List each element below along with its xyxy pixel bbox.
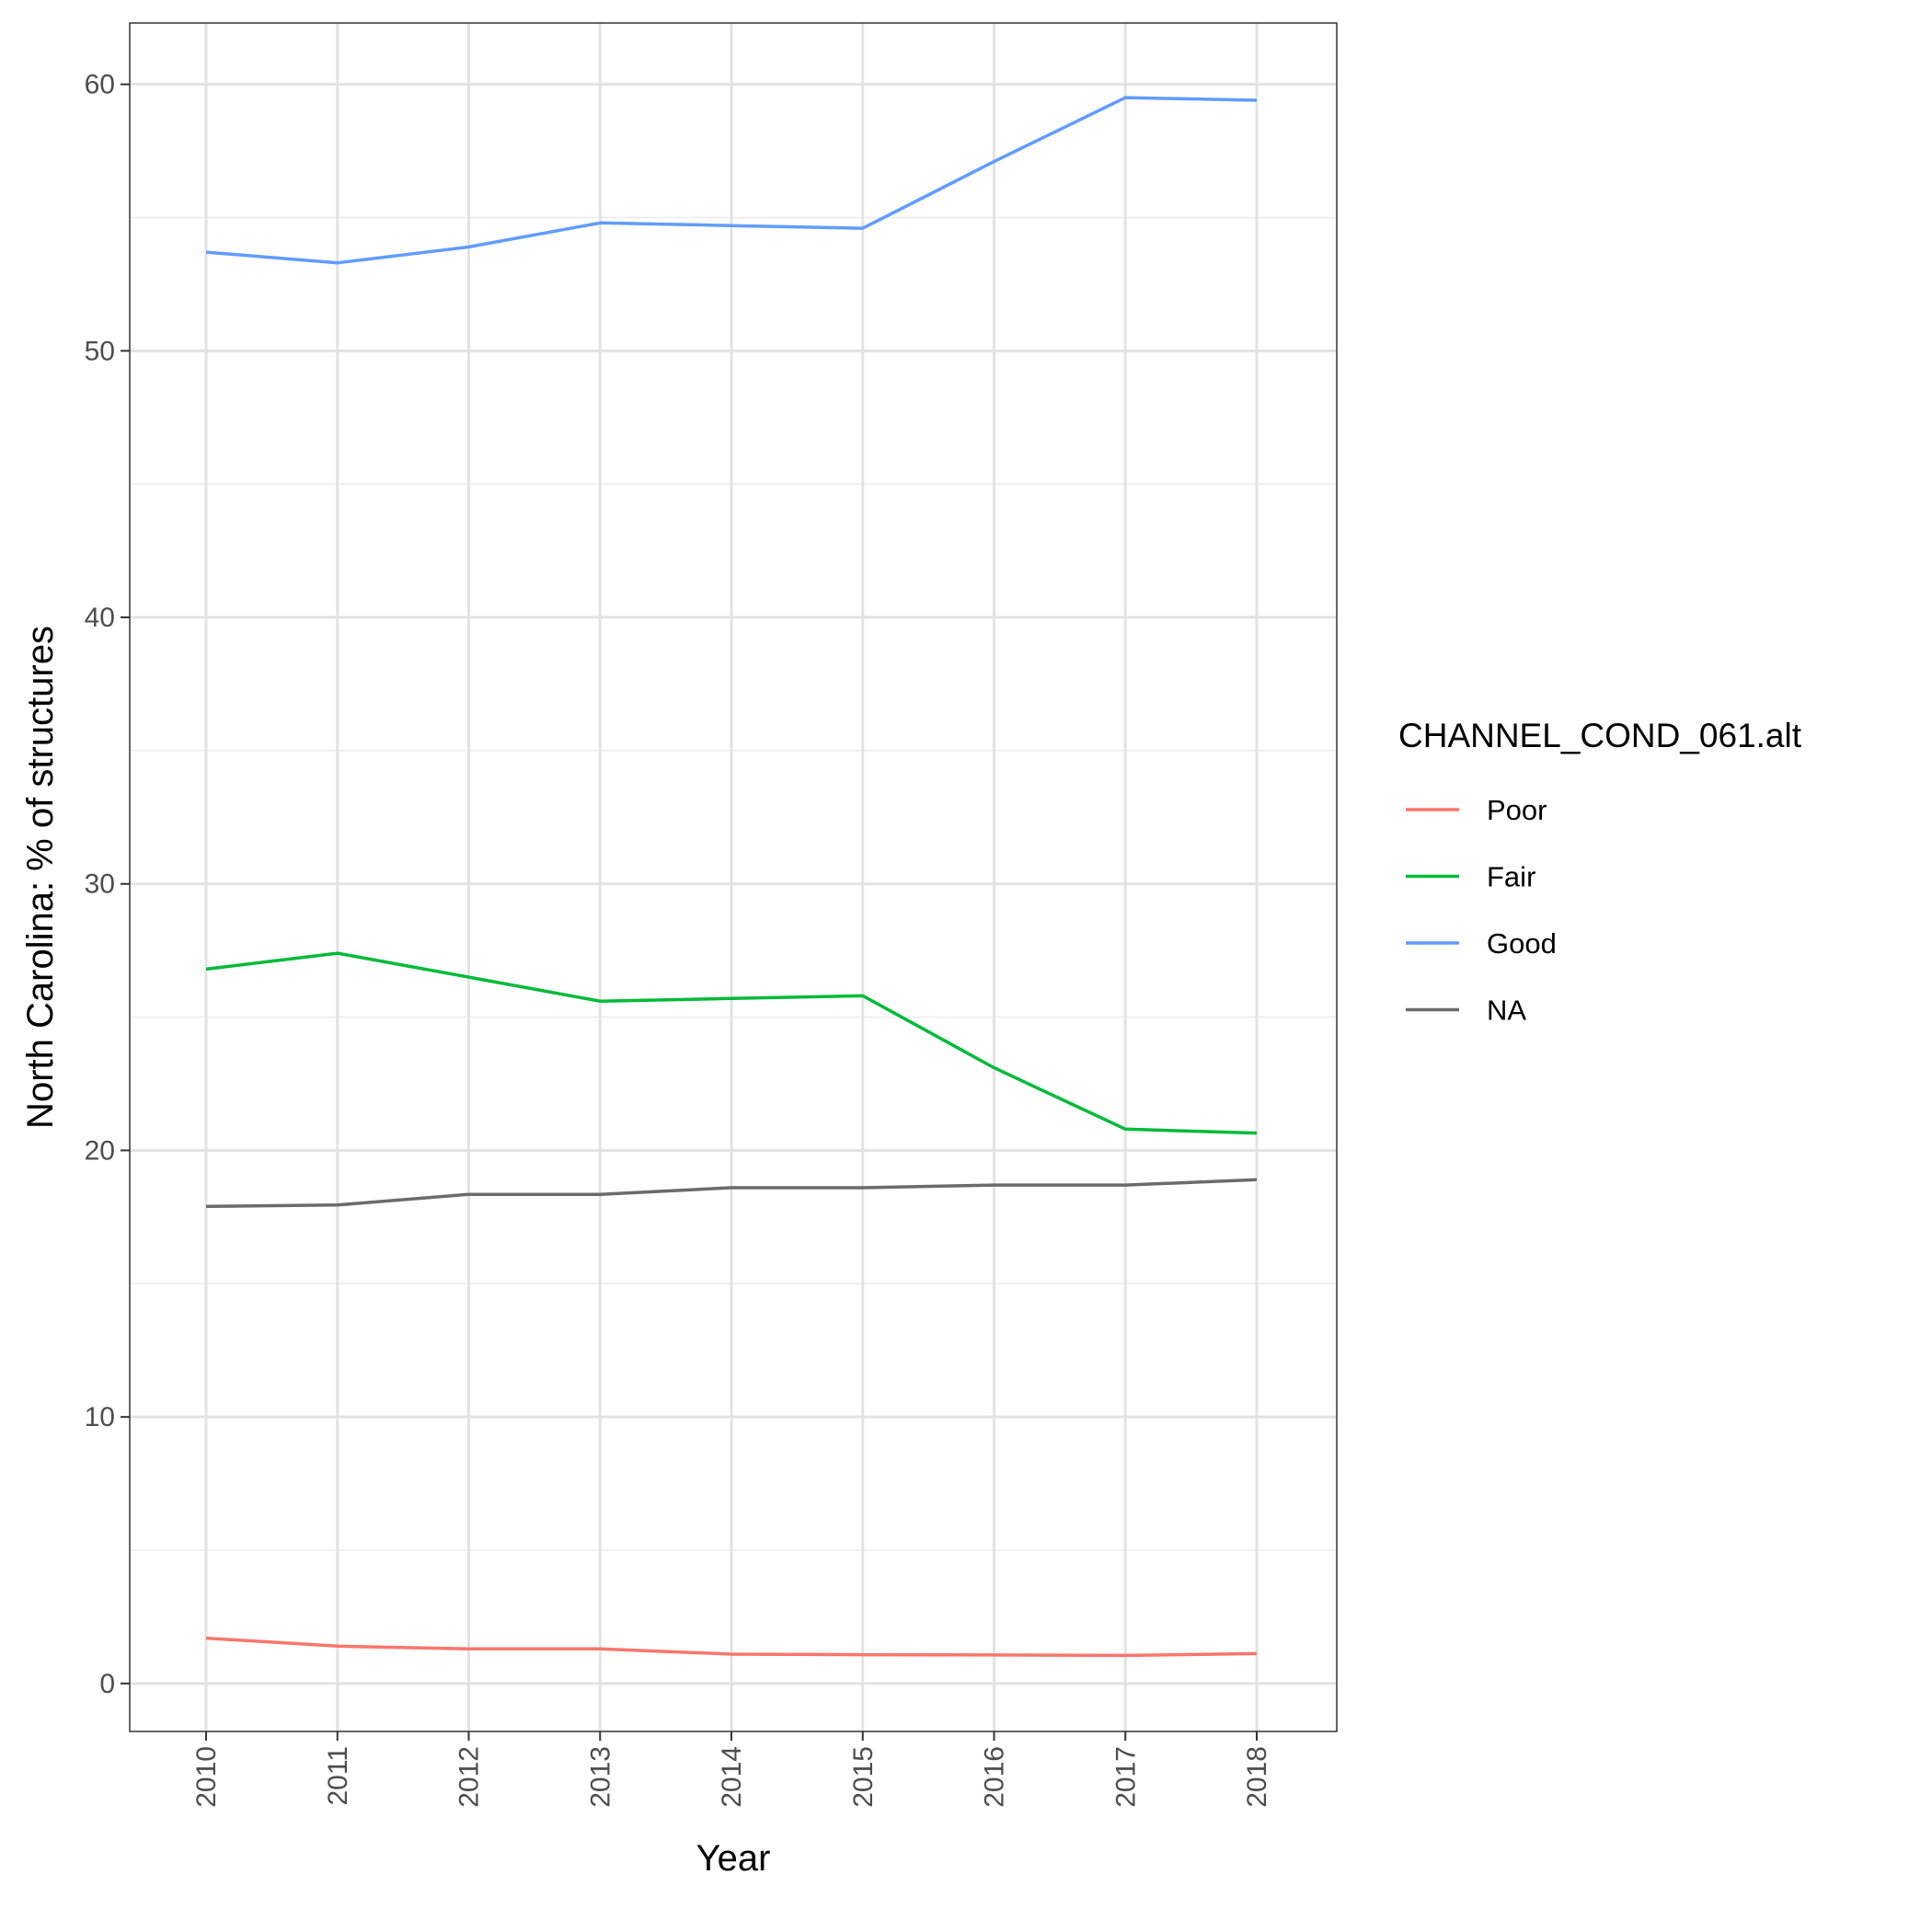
legend-title: CHANNEL_COND_061.alt bbox=[1398, 717, 1802, 754]
y-tick-label: 50 bbox=[85, 336, 115, 366]
series-line-fair bbox=[205, 951, 1258, 1135]
x-axis: 2010 2011 2012 2013 2014 2015 2016 2017 2018 bbox=[191, 1731, 1272, 1808]
legend-label-good: Good bbox=[1487, 927, 1557, 960]
panel-border bbox=[129, 22, 1338, 1732]
x-tick-label: 2011 bbox=[323, 1746, 353, 1806]
y-axis-title: North Carolina: % of structures bbox=[20, 626, 61, 1129]
x-tick-label: 2014 bbox=[717, 1746, 747, 1808]
series-line-good bbox=[205, 96, 1258, 265]
series-line-poor bbox=[205, 1636, 1258, 1658]
x-tick-label: 2018 bbox=[1242, 1746, 1272, 1808]
legend-label-fair: Fair bbox=[1487, 861, 1535, 893]
x-axis-title: Year bbox=[696, 1838, 771, 1879]
x-tick-label: 2017 bbox=[1110, 1746, 1141, 1808]
y-tick-label: 10 bbox=[85, 1402, 115, 1432]
y-tick-label: 40 bbox=[85, 603, 115, 633]
series-line-na bbox=[205, 1178, 1258, 1209]
x-tick-label: 2013 bbox=[585, 1746, 615, 1808]
y-tick-label: 0 bbox=[99, 1669, 115, 1699]
x-tick-label: 2012 bbox=[454, 1746, 485, 1808]
legend-label-na: NA bbox=[1487, 995, 1526, 1027]
x-tick-label: 2010 bbox=[191, 1746, 222, 1808]
y-tick-label: 20 bbox=[85, 1135, 115, 1166]
series-lines bbox=[205, 96, 1258, 1658]
legend-label-poor: Poor bbox=[1487, 794, 1547, 826]
grid-lines bbox=[130, 23, 1337, 1731]
x-tick-label: 2016 bbox=[980, 1746, 1010, 1808]
legend: CHANNEL_COND_061.alt Poor Fair Good NA bbox=[1398, 717, 1802, 1027]
y-tick-label: 30 bbox=[85, 869, 115, 900]
y-tick-label: 60 bbox=[85, 70, 115, 100]
y-axis: 0 10 20 30 40 50 60 bbox=[85, 70, 130, 1699]
x-tick-label: 2015 bbox=[848, 1746, 879, 1808]
